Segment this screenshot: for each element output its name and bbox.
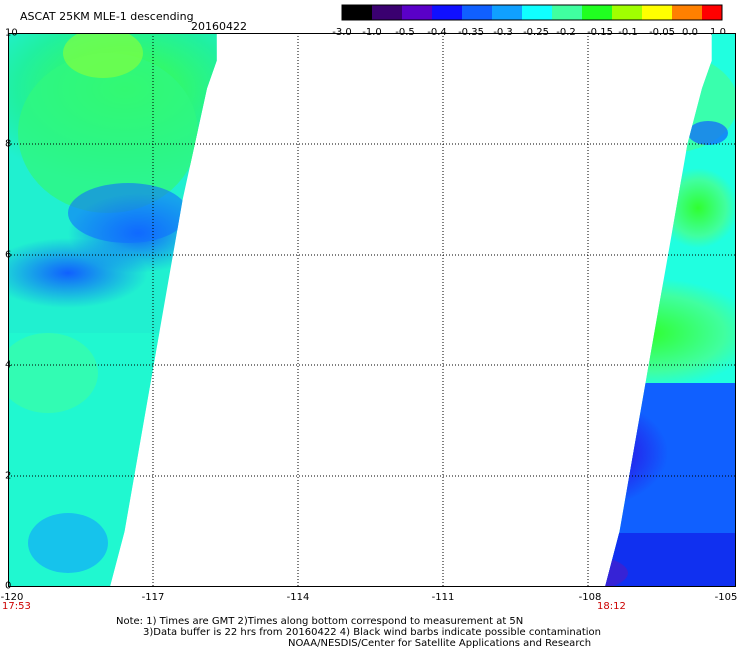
map-date: 20160422 <box>191 20 247 33</box>
colorbar-segment <box>702 5 722 20</box>
plot-frame <box>8 33 736 587</box>
colorbar-label: -1.0 <box>362 27 382 38</box>
colorbar-segment <box>642 5 672 20</box>
colorbar-label: -0.35 <box>458 27 484 38</box>
colorbar-label: -0.1 <box>618 27 638 38</box>
x-tick-label: -108 <box>578 592 602 603</box>
colorbar-segment <box>372 5 402 20</box>
y-tick-label: 2 <box>5 470 12 482</box>
colorbar-label: 1.0 <box>710 27 726 38</box>
map-plot <box>8 33 736 587</box>
left-swath <box>8 33 217 587</box>
y-tick-label: 8 <box>5 138 12 150</box>
x-tick-label: -105 <box>714 592 738 603</box>
x-tick-label: -120 <box>0 592 24 603</box>
y-tick-label: 4 <box>5 359 12 371</box>
note-line-1: Note: 1) Times are GMT 2)Times along bot… <box>116 616 524 627</box>
y-tick-label: 6 <box>5 249 12 261</box>
note-line-2: 3)Data buffer is 22 hrs from 20160422 4)… <box>143 627 601 638</box>
colorbar-segment <box>552 5 582 20</box>
colorbar-segment <box>342 5 372 20</box>
colorbar-segment <box>672 5 702 20</box>
colorbar-label: -3.0 <box>332 27 352 38</box>
colorbar-label: -0.15 <box>587 27 613 38</box>
colorbar-label: -0.25 <box>523 27 549 38</box>
colorbar-label: -0.5 <box>395 27 415 38</box>
colorbar-segment <box>432 5 462 20</box>
x-tick-label: -117 <box>141 592 165 603</box>
colorbar-segment <box>612 5 642 20</box>
colorbar-segment <box>582 5 612 20</box>
x-tick-label: -111 <box>431 592 455 603</box>
colorbar-label: -0.4 <box>427 27 447 38</box>
colorbar-label: -0.2 <box>556 27 576 38</box>
colorbar-frame <box>341 4 723 21</box>
colorbar-label: -0.05 <box>649 27 675 38</box>
colorbar-segment <box>462 5 492 20</box>
right-swath-time: 18:12 <box>597 601 626 612</box>
note-line-3: NOAA/NESDIS/Center for Satellite Applica… <box>288 638 592 649</box>
x-tick-label: -114 <box>286 592 310 603</box>
y-tick-label: 0 <box>5 580 12 592</box>
y-tick-label: 10 <box>5 27 18 39</box>
colorbar-label: -0.3 <box>493 27 513 38</box>
colorbar-segment <box>402 5 432 20</box>
colorbar <box>341 4 723 21</box>
colorbar-segment <box>522 5 552 20</box>
colorbar-segment <box>492 5 522 20</box>
right-swath <box>605 33 736 587</box>
colorbar-label: 0.0 <box>682 27 698 38</box>
grid <box>8 33 736 587</box>
left-swath-time: 17:53 <box>2 601 31 612</box>
map-title: ASCAT 25KM MLE-1 descending <box>20 10 194 23</box>
